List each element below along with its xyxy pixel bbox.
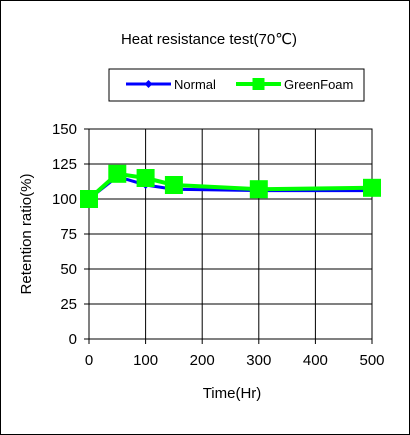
- y-tick-label: 100: [52, 191, 77, 208]
- y-tick-label: 50: [60, 261, 77, 278]
- y-tick-label: 150: [52, 121, 77, 138]
- legend-item-greenfoam: GreenFoam: [236, 77, 353, 92]
- legend-label-normal: Normal: [174, 77, 216, 92]
- legend-item-normal: Normal: [126, 77, 216, 92]
- y-tick-labels: 0 25 50 75 100 125 150: [52, 121, 77, 348]
- data-point-greenfoam: [249, 180, 268, 199]
- x-tick-label: 500: [359, 352, 384, 369]
- chart-title: Heat resistance test(70℃): [121, 31, 297, 48]
- grid: [84, 128, 373, 344]
- x-tick-label: 200: [190, 352, 215, 369]
- legend-label-greenfoam: GreenFoam: [284, 77, 353, 92]
- x-tick-label: 300: [246, 352, 271, 369]
- data-point-greenfoam: [108, 164, 127, 183]
- y-axis-label: Retention ratio(%): [18, 174, 35, 295]
- series-greenfoam: [80, 164, 381, 208]
- y-tick-label: 25: [60, 296, 77, 313]
- legend-marker-normal: [144, 80, 153, 88]
- y-tick-label: 75: [60, 226, 77, 243]
- x-tick-labels: 0 100 200 300 400 500: [85, 352, 385, 369]
- series-layer: [80, 164, 381, 208]
- legend-marker-greenfoam: [252, 78, 265, 90]
- data-point-greenfoam: [164, 176, 183, 194]
- data-point-greenfoam: [136, 169, 155, 187]
- data-point-greenfoam: [363, 178, 381, 197]
- legend: Normal GreenFoam: [108, 68, 365, 102]
- x-tick-label: 100: [133, 352, 158, 369]
- y-tick-label: 125: [52, 156, 77, 173]
- data-point-greenfoam: [80, 190, 98, 208]
- y-tick-label: 0: [69, 331, 77, 348]
- x-tick-label: 400: [303, 352, 328, 369]
- x-axis-label: Time(Hr): [203, 385, 262, 402]
- x-tick-label: 0: [85, 352, 93, 369]
